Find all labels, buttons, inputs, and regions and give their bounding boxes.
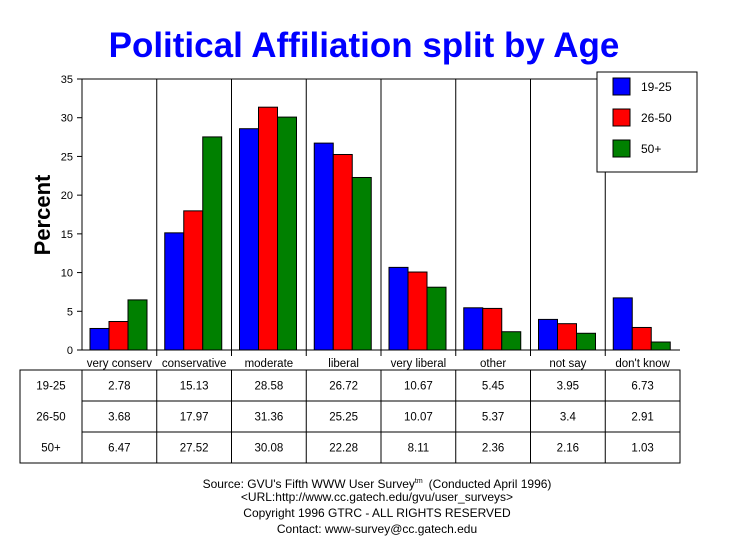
bar-50+-6 — [576, 332, 596, 351]
table-row-label: 26-50 — [36, 412, 65, 424]
table-cell: 22.28 — [329, 443, 358, 455]
bar-19-25-0 — [89, 327, 110, 351]
bar-19-25-2 — [239, 128, 259, 351]
legend-label: 26-50 — [641, 111, 672, 125]
x-tick-label: conservative — [162, 358, 227, 370]
table-cell: 3.95 — [557, 381, 579, 393]
table-cell: 26.72 — [329, 381, 358, 393]
chart-title: Political Affiliation split by Age — [109, 26, 620, 65]
table-cell: 25.25 — [329, 412, 358, 424]
table-cell: 10.07 — [404, 412, 433, 424]
y-tick-label: 25 — [61, 151, 73, 163]
y-tick-label: 15 — [61, 229, 73, 241]
bar-26-50-2 — [258, 106, 278, 351]
y-tick-label: 5 — [67, 306, 73, 318]
x-tick-label: very liberal — [391, 358, 447, 370]
svg-text:Source: GVU's Fifth WWW User S: Source: GVU's Fifth WWW User Surveytm (Co… — [203, 477, 552, 491]
legend-label: 50+ — [641, 142, 661, 156]
footer-contact: Contact: www-survey@cc.gatech.edu — [277, 522, 477, 536]
bar-26-50-4 — [407, 271, 428, 351]
bar-50+-3 — [351, 176, 372, 351]
bar-26-50-6 — [557, 323, 577, 351]
table-cell: 6.73 — [631, 381, 653, 393]
x-tick-label: very conserv — [87, 358, 152, 370]
x-tick-label: don't know — [615, 358, 670, 370]
footer-url: <URL:http://www.cc.gatech.edu/gvu/user_s… — [241, 490, 513, 504]
legend-swatch-19-25 — [612, 77, 631, 96]
table-cell: 2.16 — [557, 443, 579, 455]
bar-19-25-7 — [612, 297, 633, 351]
y-tick-label: 10 — [61, 268, 73, 280]
x-tick-label: other — [480, 358, 506, 370]
footer-source: Source: GVU's Fifth WWW User Survey — [203, 477, 415, 491]
table-row-label: 50+ — [41, 443, 61, 455]
table-cell: 2.78 — [108, 381, 130, 393]
bar-26-50-0 — [108, 321, 129, 351]
bar-19-25-6 — [538, 318, 558, 351]
table-cell: 5.45 — [482, 381, 504, 393]
footer-copyright: Copyright 1996 GTRC - ALL RIGHTS RESERVE… — [243, 506, 511, 520]
table-cell: 1.03 — [631, 443, 653, 455]
table-cell: 28.58 — [254, 381, 283, 393]
data-table-border — [19, 369, 681, 464]
bar-26-50-1 — [183, 210, 204, 351]
legend-label: 19-25 — [641, 80, 672, 94]
footer-tm: tm — [415, 478, 423, 485]
table-cell: 6.47 — [108, 443, 130, 455]
table-cell: 10.67 — [404, 381, 433, 393]
table-cell: 27.52 — [180, 443, 209, 455]
bar-50+-1 — [202, 136, 223, 351]
y-tick-label: 0 — [67, 345, 73, 357]
table-cell: 30.08 — [254, 443, 283, 455]
table-row-label: 19-25 — [36, 381, 65, 393]
y-tick-label: 35 — [61, 74, 73, 86]
table-cell: 31.36 — [254, 412, 283, 424]
y-tick-label: 20 — [61, 190, 73, 202]
bar-19-25-4 — [388, 266, 409, 351]
footer: Source: GVU's Fifth WWW User Surveytm (Co… — [203, 477, 552, 536]
table-cell: 15.13 — [180, 381, 209, 393]
table-cell: 17.97 — [180, 412, 209, 424]
bar-19-25-1 — [164, 232, 185, 351]
table-cell: 3.68 — [108, 412, 130, 424]
table-cell: 2.36 — [482, 443, 504, 455]
bar-19-25-5 — [463, 307, 484, 351]
table-cell: 8.11 — [408, 443, 430, 455]
bar-50+-2 — [277, 116, 297, 351]
bar-26-50-7 — [631, 326, 652, 351]
bar-50+-5 — [501, 331, 522, 351]
bar-50+-0 — [127, 299, 148, 351]
legend-swatch-26-50 — [612, 108, 631, 127]
y-axis-label: Percent — [30, 174, 55, 255]
table-cell: 2.91 — [631, 412, 653, 424]
bar-26-50-5 — [482, 307, 503, 351]
y-tick-label: 30 — [61, 113, 73, 125]
x-tick-label: not say — [549, 358, 586, 370]
bar-50+-7 — [650, 341, 671, 351]
x-tick-label: moderate — [245, 358, 294, 370]
footer-conducted: (Conducted April 1996) — [429, 477, 552, 491]
x-tick-label: liberal — [328, 358, 359, 370]
bar-19-25-3 — [313, 142, 334, 351]
bar-26-50-3 — [332, 153, 353, 351]
table-cell: 3.4 — [560, 412, 577, 424]
table-cell: 5.37 — [482, 412, 504, 424]
bar-50+-4 — [426, 286, 447, 351]
legend-swatch-50+ — [612, 139, 631, 158]
